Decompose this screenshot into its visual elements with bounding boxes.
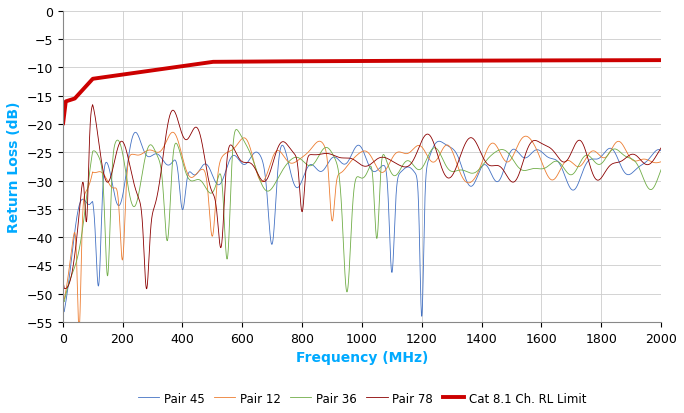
Pair 45 [89,202,97,206]
Cat 8.1 Ch. RL Limit [89,77,97,82]
Pair 12 [89,170,97,175]
Cat 8.1 Ch. RL Limit [276,60,284,65]
Pair 78 [439,169,447,174]
Pair 45 [439,141,447,146]
Pair 78 [142,287,150,292]
Cat 8.1 Ch. RL Limit [59,122,67,127]
Pair 45 [534,148,542,153]
Cat 8.1 Ch. RL Limit [412,59,421,64]
Pair 78 [534,140,542,145]
X-axis label: Frequency (MHz): Frequency (MHz) [295,350,428,364]
Pair 12 [534,152,542,157]
Cat 8.1 Ch. RL Limit [502,59,510,64]
Pair 12 [75,320,83,325]
Pair 78 [657,146,666,151]
Pair 12 [276,150,284,154]
Pair 12 [169,131,177,135]
Pair 36 [413,167,421,172]
Line: Cat 8.1 Ch. RL Limit: Cat 8.1 Ch. RL Limit [63,61,661,125]
Cat 8.1 Ch. RL Limit [439,59,447,64]
Pair 12 [439,147,447,152]
Pair 78 [89,104,97,109]
Pair 36 [503,150,511,154]
Pair 45 [418,314,426,319]
Y-axis label: Return Loss (dB): Return Loss (dB) [7,102,21,233]
Line: Pair 78: Pair 78 [63,105,661,289]
Cat 8.1 Ch. RL Limit [657,59,666,64]
Line: Pair 12: Pair 12 [63,133,661,322]
Pair 36 [657,168,666,173]
Pair 45 [59,310,67,315]
Pair 12 [413,144,421,149]
Pair 36 [534,167,542,172]
Pair 78 [88,103,96,108]
Pair 78 [276,142,284,147]
Pair 12 [503,160,511,165]
Legend: Pair 45, Pair 12, Pair 36, Pair 78, Cat 8.1 Ch. RL Limit: Pair 45, Pair 12, Pair 36, Pair 78, Cat … [133,387,591,409]
Pair 12 [59,295,67,300]
Pair 36 [439,158,447,163]
Pair 78 [503,173,511,178]
Pair 78 [59,278,67,283]
Pair 45 [131,131,140,135]
Pair 36 [60,299,68,304]
Pair 45 [413,177,421,182]
Pair 36 [59,299,67,304]
Pair 45 [657,149,666,154]
Line: Pair 45: Pair 45 [63,133,661,316]
Pair 36 [89,149,97,154]
Pair 12 [657,160,666,165]
Line: Pair 36: Pair 36 [63,130,661,302]
Cat 8.1 Ch. RL Limit [534,59,542,64]
Pair 36 [233,128,241,133]
Pair 45 [276,152,284,157]
Pair 78 [413,150,421,155]
Pair 36 [276,173,284,178]
Pair 45 [503,159,511,164]
